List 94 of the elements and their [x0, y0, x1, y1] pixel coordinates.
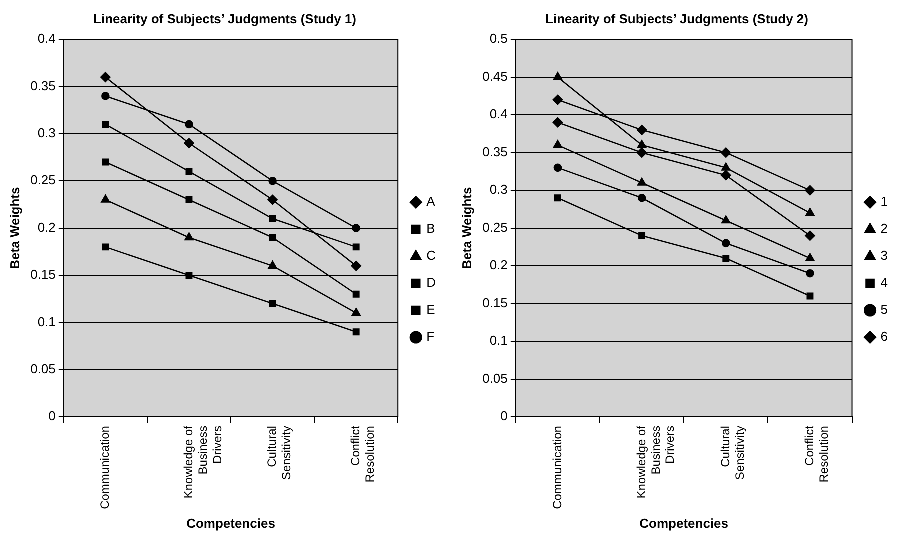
point [268, 260, 278, 269]
point [722, 216, 731, 224]
y-tick-label: 0.35 [30, 78, 56, 94]
point [269, 215, 276, 222]
point [636, 148, 648, 158]
point [722, 239, 730, 248]
point [552, 94, 564, 106]
point [102, 158, 110, 166]
y-axis-title: Beta Weights [459, 187, 474, 270]
y-tick-label: 0.15 [482, 295, 508, 310]
point [186, 272, 193, 279]
x-tick-label: Knowledge of Business Drivers [182, 425, 224, 499]
x-axis-title: Competencies [640, 516, 729, 531]
point [805, 230, 816, 242]
point [552, 117, 564, 128]
point [638, 194, 646, 202]
legend-label: F [426, 329, 435, 344]
legend-label: B [426, 221, 436, 236]
point [352, 244, 360, 251]
y-tick-label: 0.25 [482, 220, 508, 235]
legend-label: 2 [880, 221, 888, 236]
x-tick-label: Cultural Sensitivity [718, 426, 747, 480]
point [352, 224, 360, 232]
point [720, 170, 732, 181]
point [554, 164, 562, 172]
point [638, 232, 646, 240]
legend-label: E [426, 302, 436, 318]
x-tick-label: Communication [550, 426, 564, 510]
y-tick-label: 0.2 [38, 220, 56, 235]
point [185, 120, 194, 129]
point [268, 194, 278, 206]
x-tick-label: Knowledge of Business Drivers [634, 425, 678, 499]
point [102, 121, 110, 128]
legend-label: A [426, 194, 436, 210]
y-tick-label: 0.35 [482, 144, 508, 160]
y-tick-label: 0.05 [30, 361, 56, 376]
x-tick-label: Conflict Resolution [802, 425, 831, 483]
point [637, 178, 647, 186]
x-tick-label: Cultural Sensitivity [265, 426, 294, 480]
x-axis-title: Competencies [186, 516, 276, 531]
y-tick-label: 0.3 [38, 126, 56, 141]
y-tick-label: 0.05 [482, 370, 508, 386]
point [102, 92, 110, 100]
point [637, 140, 647, 148]
point [636, 125, 648, 136]
point [722, 162, 731, 171]
point [553, 140, 562, 148]
point [805, 185, 816, 196]
point [806, 253, 815, 262]
y-tick-label: 0.15 [30, 267, 56, 282]
legend-label: 3 [880, 248, 888, 264]
point [184, 232, 194, 241]
legend-label: 4 [880, 275, 888, 290]
y-tick-label: 0.4 [38, 31, 56, 46]
legend-label: C [426, 248, 436, 264]
legend-label: D [426, 275, 436, 290]
point [806, 269, 814, 278]
x-tick-label: Conflict Resolution [348, 425, 378, 483]
point [553, 72, 562, 80]
point [352, 308, 361, 316]
point [720, 148, 732, 158]
point [554, 194, 562, 202]
y-tick-label: 0.1 [38, 314, 56, 330]
y-tick-label: 0.1 [490, 333, 508, 348]
legend-label: 5 [880, 302, 888, 318]
y-tick-label: 0.2 [490, 258, 508, 273]
y-tick-label: 0.45 [482, 68, 508, 84]
y-tick-label: 0.4 [490, 106, 508, 122]
legend-label: 6 [880, 329, 888, 344]
point [102, 244, 110, 251]
point [101, 194, 110, 203]
point [186, 196, 193, 204]
y-axis-title: Beta Weights [7, 187, 22, 270]
point [352, 290, 360, 298]
point [351, 260, 362, 272]
y-tick-label: 0.5 [490, 31, 508, 46]
y-tick-label: 0 [48, 408, 56, 424]
point [100, 72, 111, 82]
x-tick-label: Communication [98, 426, 112, 510]
point [184, 138, 194, 149]
point [269, 234, 276, 242]
point [186, 168, 193, 176]
chart-title: Linearity of Subjects’ Judgments (Study 1) [94, 11, 356, 26]
point [722, 255, 730, 262]
point [269, 300, 276, 308]
legend-label: 1 [880, 194, 888, 210]
point [268, 176, 277, 186]
y-tick-label: 0.3 [490, 182, 508, 198]
chart-title: Linearity of Subjects’ Judgments (Study 2) [546, 11, 808, 26]
y-tick-label: 0.25 [30, 172, 56, 188]
point [806, 292, 814, 300]
point [352, 328, 360, 336]
y-tick-label: 0 [500, 408, 508, 424]
point [806, 208, 815, 216]
